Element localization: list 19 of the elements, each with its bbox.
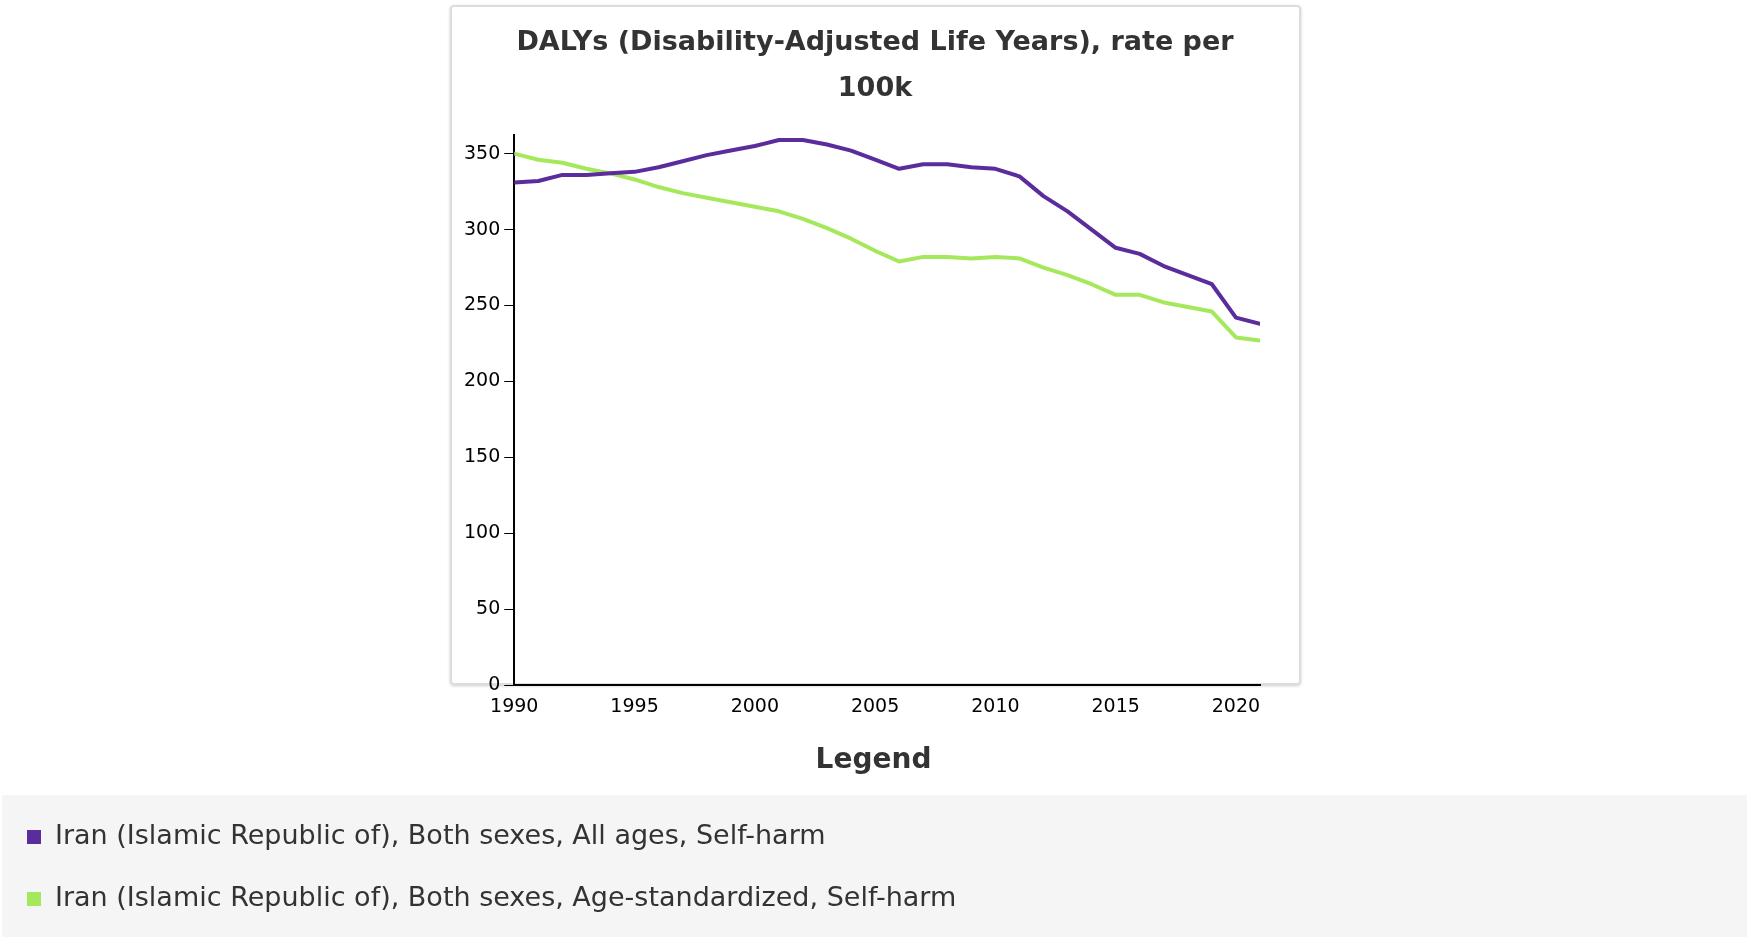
y-tick-label: 100 (464, 520, 501, 543)
y-tick-label: 250 (464, 292, 501, 315)
y-tick-label: 300 (464, 216, 501, 239)
x-tick-label: 2010 (971, 693, 1020, 716)
x-tick-label: 2005 (850, 693, 900, 716)
y-tick-label: 50 (476, 596, 501, 619)
chart-title: DALYs (Disability-Adjusted Life Years), rate per 100k (515, 24, 1235, 104)
x-tick-label: 2015 (1091, 693, 1140, 716)
x-tick-label: 1990 (490, 693, 539, 716)
y-tick-label: 150 (464, 444, 501, 467)
x-tick-label: 2000 (730, 693, 779, 716)
y-tick-label: 200 (464, 368, 501, 391)
legend-label: Iran (Islamic Republic of), Both sexes, Age-standardized, Self-harm (54, 881, 957, 912)
legend-title: Legend (814, 742, 933, 775)
legend-label: Iran (Islamic Republic of), Both sexes, All ages, Self-harm (54, 819, 826, 850)
y-tick-label: 0 (488, 672, 501, 695)
x-tick-label: 2020 (1211, 693, 1261, 716)
y-tick-label: 350 (464, 140, 501, 163)
x-tick-label: 1995 (610, 693, 659, 716)
